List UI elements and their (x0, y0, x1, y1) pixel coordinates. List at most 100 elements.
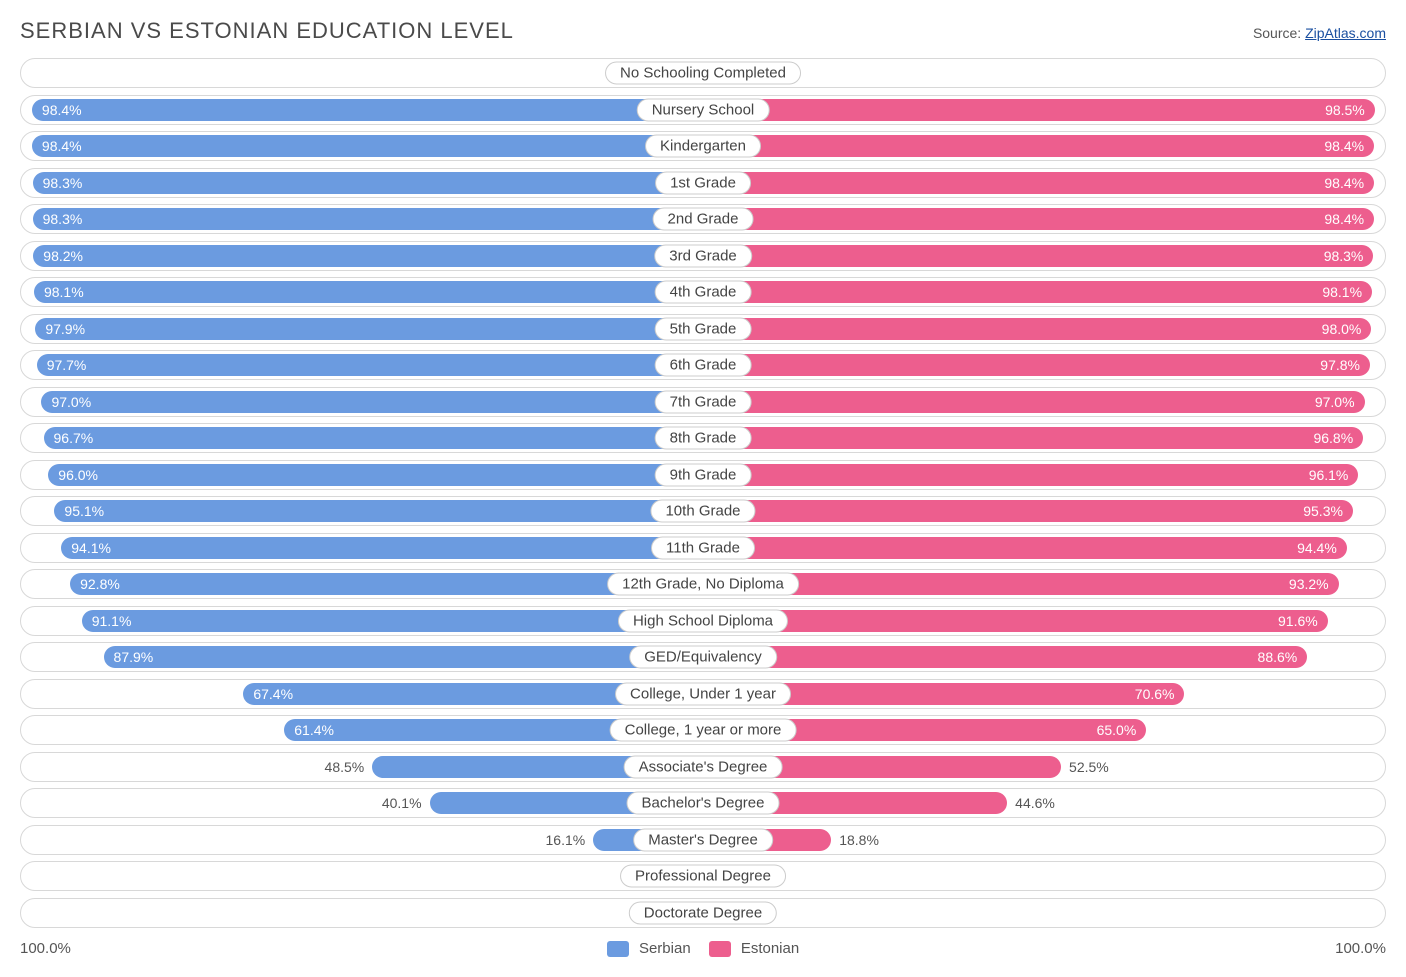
value-serbian: 96.7% (54, 427, 94, 449)
category-label: Bachelor's Degree (627, 792, 780, 815)
legend-label-serbian: Serbian (639, 940, 691, 957)
value-estonian: 97.0% (1315, 391, 1355, 413)
chart-row: 97.0% 97.0% 7th Grade (20, 387, 1386, 417)
category-label: Professional Degree (620, 865, 786, 888)
bar-estonian: 98.3% (703, 245, 1373, 267)
bar-serbian: 98.1% (34, 281, 703, 303)
value-serbian: 87.9% (114, 646, 154, 668)
source-link[interactable]: ZipAtlas.com (1305, 25, 1386, 41)
bar-serbian: 91.1% (82, 610, 703, 632)
bar-serbian: 96.7% (44, 427, 703, 449)
chart-row: 97.7% 97.8% 6th Grade (20, 350, 1386, 380)
bar-estonian: 98.4% (703, 208, 1374, 230)
category-label: 5th Grade (655, 317, 752, 340)
value-serbian: 91.1% (92, 610, 132, 632)
value-serbian: 48.5% (325, 756, 373, 778)
legend-item-estonian: Estonian (709, 940, 800, 957)
category-label: 10th Grade (650, 500, 755, 523)
chart-row: 94.1%94.4%11th Grade (20, 533, 1386, 563)
chart-row: 67.4%70.6%College, Under 1 year (20, 679, 1386, 709)
chart-row: 98.3% 98.4% 1st Grade (20, 168, 1386, 198)
value-serbian: 98.3% (43, 208, 83, 230)
value-serbian: 16.1% (546, 829, 594, 851)
diverging-bar-chart: 1.7%1.6%No Schooling Completed98.4%98.5%… (20, 58, 1386, 928)
category-label: Master's Degree (633, 828, 773, 851)
bar-estonian: 95.3% (703, 500, 1353, 522)
bar-estonian: 98.4% (703, 172, 1374, 194)
chart-footer: 100.0% Serbian Estonian 100.0% (20, 934, 1386, 957)
category-label: 12th Grade, No Diploma (607, 573, 799, 596)
bar-serbian: 96.0% (48, 464, 703, 486)
bar-serbian: 95.1% (54, 500, 703, 522)
chart-row: 40.1% 44.6% Bachelor's Degree (20, 788, 1386, 818)
chart-row: 92.8% 93.2% 12th Grade, No Diploma (20, 569, 1386, 599)
value-estonian: 96.8% (1313, 427, 1353, 449)
axis-right-max: 100.0% (1335, 940, 1386, 957)
category-label: Associate's Degree (624, 755, 783, 778)
chart-legend: Serbian Estonian (607, 940, 799, 957)
chart-row: 98.4%98.4%Kindergarten (20, 131, 1386, 161)
axis-left-max: 100.0% (20, 940, 71, 957)
chart-row: 95.1% 95.3% 10th Grade (20, 496, 1386, 526)
bar-serbian: 87.9% (104, 646, 703, 668)
bar-serbian: 97.9% (35, 318, 703, 340)
value-serbian: 98.2% (43, 245, 83, 267)
value-serbian: 96.0% (58, 464, 98, 486)
value-serbian: 40.1% (382, 792, 430, 814)
bar-estonian: 97.0% (703, 391, 1365, 413)
category-label: 1st Grade (655, 171, 751, 194)
chart-title: SERBIAN VS ESTONIAN EDUCATION LEVEL (20, 18, 514, 44)
value-estonian: 95.3% (1303, 500, 1343, 522)
bar-estonian: 91.6% (703, 610, 1328, 632)
legend-item-serbian: Serbian (607, 940, 691, 957)
chart-header: SERBIAN VS ESTONIAN EDUCATION LEVEL Sour… (20, 10, 1386, 58)
value-serbian: 98.1% (44, 281, 84, 303)
value-estonian: 98.4% (1324, 172, 1364, 194)
bar-serbian: 94.1% (61, 537, 703, 559)
bar-estonian: 94.4% (703, 537, 1347, 559)
value-estonian: 88.6% (1258, 646, 1298, 668)
value-serbian: 98.4% (42, 135, 82, 157)
bar-serbian: 97.7% (37, 354, 703, 376)
bar-estonian: 96.1% (703, 464, 1358, 486)
chart-row: 96.0%96.1%9th Grade (20, 460, 1386, 490)
value-estonian: 65.0% (1097, 719, 1137, 741)
value-estonian: 98.0% (1322, 318, 1362, 340)
legend-label-estonian: Estonian (741, 940, 799, 957)
category-label: 3rd Grade (654, 244, 752, 267)
chart-source: Source: ZipAtlas.com (1253, 25, 1386, 41)
bar-estonian: 98.5% (703, 99, 1375, 121)
value-estonian: 93.2% (1289, 573, 1329, 595)
value-estonian: 98.3% (1324, 245, 1364, 267)
bar-estonian: 98.0% (703, 318, 1371, 340)
legend-swatch-serbian (607, 941, 629, 957)
category-label: 8th Grade (655, 427, 752, 450)
category-label: College, 1 year or more (610, 719, 797, 742)
bar-serbian: 98.2% (33, 245, 703, 267)
chart-row: 48.5% 52.5% Associate's Degree (20, 752, 1386, 782)
value-serbian: 61.4% (294, 719, 334, 741)
category-label: Kindergarten (645, 135, 761, 158)
value-serbian: 92.8% (80, 573, 120, 595)
bar-estonian: 88.6% (703, 646, 1307, 668)
value-estonian: 44.6% (1007, 792, 1055, 814)
category-label: High School Diploma (618, 609, 788, 632)
value-serbian: 97.0% (51, 391, 91, 413)
category-label: GED/Equivalency (629, 646, 777, 669)
bar-serbian: 98.3% (33, 172, 703, 194)
category-label: 6th Grade (655, 354, 752, 377)
chart-row: 98.1%98.1%4th Grade (20, 277, 1386, 307)
bar-serbian: 98.3% (33, 208, 703, 230)
bar-serbian: 98.4% (32, 99, 703, 121)
value-estonian: 97.8% (1320, 354, 1360, 376)
bar-estonian: 96.8% (703, 427, 1363, 449)
value-estonian: 52.5% (1061, 756, 1109, 778)
bar-estonian: 97.8% (703, 354, 1370, 376)
value-serbian: 95.1% (64, 500, 104, 522)
value-serbian: 67.4% (253, 683, 293, 705)
category-label: 7th Grade (655, 390, 752, 413)
chart-row: 96.7% 96.8% 8th Grade (20, 423, 1386, 453)
chart-row: 87.9% 88.6% GED/Equivalency (20, 642, 1386, 672)
legend-swatch-estonian (709, 941, 731, 957)
category-label: No Schooling Completed (605, 62, 801, 85)
